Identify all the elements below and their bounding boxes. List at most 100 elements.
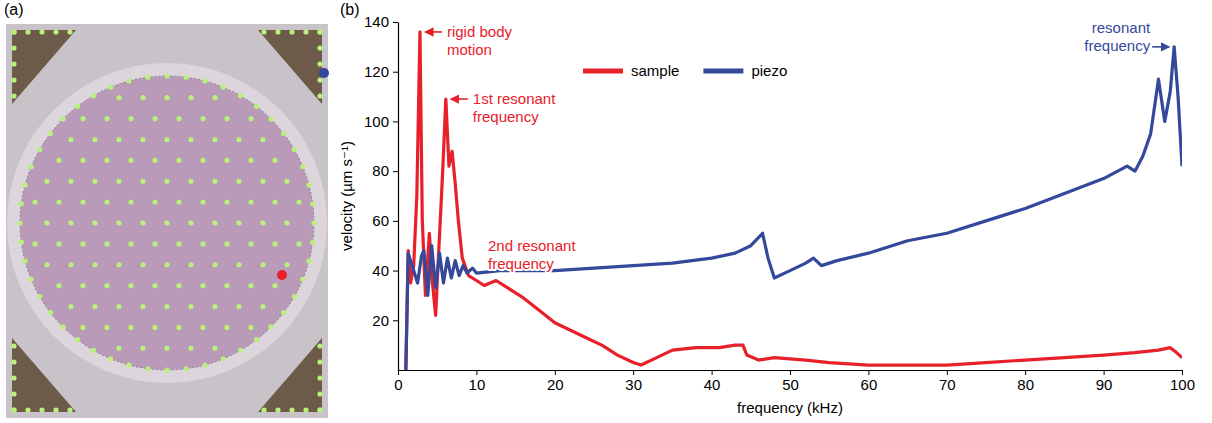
- measurement-point: [11, 375, 16, 380]
- measurement-point: [317, 29, 322, 34]
- tick-label: 40: [372, 262, 389, 279]
- measurement-point: [37, 294, 42, 299]
- measurement-point: [92, 262, 97, 267]
- tick: 20: [547, 370, 564, 393]
- tick: 50: [782, 370, 799, 393]
- legend: samplepiezo: [583, 62, 787, 79]
- measurement-point: [116, 95, 121, 100]
- panel-label: (b): [340, 1, 360, 18]
- panel-label: (a): [4, 1, 24, 18]
- measurement-point: [184, 366, 189, 371]
- tick-label: 40: [704, 376, 721, 393]
- measurement-point: [224, 241, 229, 246]
- annotation: 1st resonantfrequency: [451, 90, 556, 125]
- measurement-point: [140, 262, 145, 267]
- measurement-point: [268, 324, 273, 329]
- legend-swatch: [583, 69, 623, 74]
- measurement-point: [11, 407, 16, 412]
- photo-panel: [6, 24, 329, 418]
- measurement-point: [140, 137, 145, 142]
- measurement-point: [296, 200, 301, 205]
- measurement-point: [284, 220, 289, 225]
- measurement-point: [126, 362, 131, 367]
- tick-mark: [476, 370, 477, 375]
- tick-label: 60: [372, 212, 389, 229]
- measurement-point: [104, 325, 109, 330]
- measurement-point: [275, 407, 280, 412]
- measurement-point: [11, 359, 16, 364]
- measurement-point: [116, 179, 121, 184]
- measurement-point: [140, 179, 145, 184]
- measurement-point: [164, 137, 169, 142]
- measurement-point: [11, 407, 16, 412]
- measurement-point: [75, 337, 80, 342]
- measurement-point: [188, 137, 193, 142]
- tick-mark: [868, 370, 869, 375]
- annotation-arrow: [1152, 46, 1169, 48]
- measurement-point: [56, 283, 61, 288]
- photo-ring: [7, 63, 327, 383]
- annotation: resonantfrequency: [1084, 19, 1169, 54]
- measurement-point: [116, 137, 121, 142]
- measurement-point: [254, 104, 259, 109]
- measurement-point: [152, 283, 157, 288]
- sample-point: [277, 270, 287, 280]
- tick: 80: [372, 162, 398, 179]
- measurement-point: [176, 116, 181, 121]
- measurement-point: [145, 75, 150, 80]
- series-line: [406, 32, 1182, 370]
- measurement-point: [32, 200, 37, 205]
- measurement-point: [48, 310, 53, 315]
- annotation-text: frequency: [473, 108, 539, 125]
- tick-mark: [398, 370, 399, 375]
- measurement-point: [104, 241, 109, 246]
- annotation-text: motion: [447, 41, 492, 58]
- photo-corner: [258, 338, 322, 412]
- measurement-point: [284, 262, 289, 267]
- measurement-point: [128, 200, 133, 205]
- tick: 0: [394, 370, 402, 393]
- tick-mark: [393, 22, 398, 23]
- measurement-point: [317, 93, 322, 98]
- measurement-point: [284, 179, 289, 184]
- tick-label: 70: [939, 376, 956, 393]
- figure: (a)(b)0102030405060708090100204060801001…: [0, 0, 1212, 423]
- measurement-point: [248, 283, 253, 288]
- measurement-point: [67, 407, 72, 412]
- measurement-point: [236, 262, 241, 267]
- measurement-point: [68, 220, 73, 225]
- measurement-point: [310, 201, 315, 206]
- measurement-point: [248, 241, 253, 246]
- measurement-point: [44, 220, 49, 225]
- tick-label: 0: [394, 376, 402, 393]
- measurement-point: [317, 45, 322, 50]
- measurement-point: [281, 131, 286, 136]
- measurement-point: [317, 375, 322, 380]
- annotation-text: rigid body: [447, 23, 513, 40]
- measurement-point: [224, 116, 229, 121]
- measurement-point: [11, 29, 16, 34]
- tick: 60: [861, 370, 878, 393]
- annotation-arrow: [451, 98, 468, 100]
- measurement-point: [56, 200, 61, 205]
- photo-disk: [20, 76, 314, 370]
- measurement-point: [25, 407, 30, 412]
- measurement-point: [108, 85, 113, 90]
- measurement-point: [300, 164, 305, 169]
- measurement-point: [200, 158, 205, 163]
- tick: 70: [939, 370, 956, 393]
- measurement-point: [260, 304, 265, 309]
- measurement-point: [19, 201, 24, 206]
- measurement-point: [56, 158, 61, 163]
- measurement-point: [200, 200, 205, 205]
- series-line: [406, 47, 1182, 370]
- measurement-point: [200, 116, 205, 121]
- measurement-point: [212, 137, 217, 142]
- measurement-point: [152, 200, 157, 205]
- tick: 40: [372, 262, 398, 279]
- tick: 10: [469, 370, 486, 393]
- measurement-point: [238, 348, 243, 353]
- tick: 20: [372, 312, 398, 329]
- measurement-point: [152, 241, 157, 246]
- measurement-point: [68, 137, 73, 142]
